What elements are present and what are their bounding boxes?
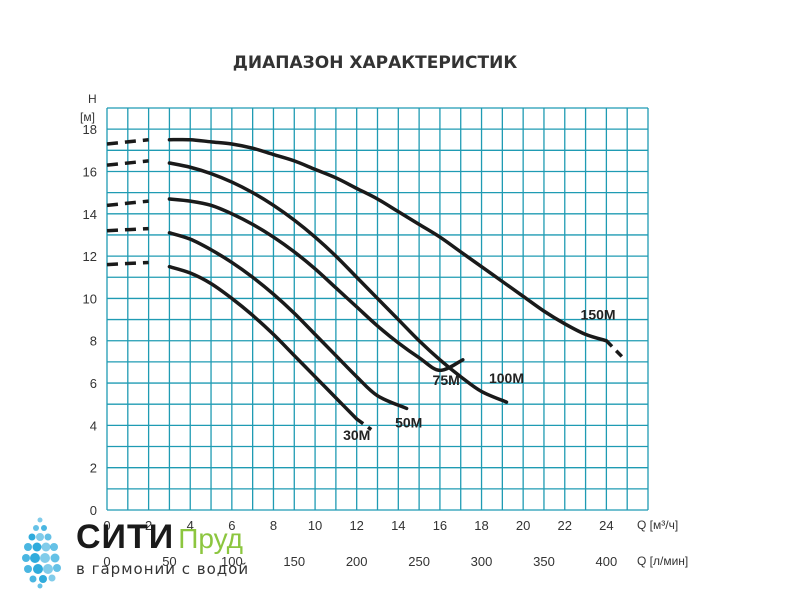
curve-30m xyxy=(167,264,359,421)
water-droplet-icon xyxy=(22,517,61,589)
y-tick-label: 10 xyxy=(83,291,97,306)
x-tick-label: 24 xyxy=(599,518,613,533)
x-tick-label: 14 xyxy=(391,518,405,533)
x2-tick-label: 150 xyxy=(283,554,305,569)
curve-75m xyxy=(167,197,465,373)
curve-75m-dashed-start xyxy=(106,199,149,208)
x-axis-label: Q [м³/ч] xyxy=(637,518,678,532)
y-tick-label: 16 xyxy=(83,164,97,179)
curve-100m xyxy=(167,161,509,404)
y-tick-label: 12 xyxy=(83,249,97,264)
x2-tick-label: 300 xyxy=(471,554,493,569)
x-tick-label: 4 xyxy=(187,518,194,533)
x2-tick-labels: 0 50 100 150 200 250 300 350 400 xyxy=(103,554,617,569)
y-tick-label: 4 xyxy=(90,418,97,433)
x-tick-label: 20 xyxy=(516,518,530,533)
curve-30m-dashed-start xyxy=(106,260,149,267)
x-tick-label: 12 xyxy=(349,518,363,533)
x-tick-label: 10 xyxy=(308,518,322,533)
curve-50m xyxy=(167,231,409,411)
curve-label: 75M xyxy=(433,372,460,388)
x2-tick-label: 200 xyxy=(346,554,368,569)
curve-label: 150M xyxy=(581,307,616,323)
curve-100m-dashed-start xyxy=(106,159,149,167)
x-tick-label: 6 xyxy=(228,518,235,533)
pump-curves xyxy=(106,137,625,432)
y-tick-label: 2 xyxy=(90,461,97,476)
curve-labels: 30M 50M 75M 100M 150M xyxy=(343,307,616,444)
x2-tick-label: 100 xyxy=(221,554,243,569)
x-tick-label: 8 xyxy=(270,518,277,533)
x-tick-label: 0 xyxy=(103,518,110,533)
y-axis-label-line1: H xyxy=(88,92,97,106)
y-tick-label: 6 xyxy=(90,376,97,391)
y-tick-labels: 0 2 4 6 8 10 12 14 16 18 xyxy=(83,122,97,518)
x-tick-labels: 0 2 4 6 8 10 12 14 16 18 20 22 24 xyxy=(103,518,613,533)
x2-axis-label: Q [л/мин] xyxy=(637,554,688,568)
x-tick-label: 22 xyxy=(558,518,572,533)
brand-name-accent: Пруд xyxy=(178,523,243,554)
chart-title: ДИАПАЗОН ХАРАКТЕРИСТИК xyxy=(233,53,518,73)
x2-tick-label: 50 xyxy=(162,554,176,569)
brand-name: СИТИ Пруд xyxy=(76,518,243,557)
y-tick-label: 18 xyxy=(83,122,97,137)
curve-label: 30M xyxy=(343,427,370,443)
y-tick-label: 14 xyxy=(83,207,97,222)
brand-slogan: в гармонии с водой xyxy=(76,560,250,578)
curve-150m xyxy=(167,137,609,343)
x-tick-label: 16 xyxy=(433,518,447,533)
curve-150m-dashed-end xyxy=(605,339,625,359)
x2-tick-label: 0 xyxy=(103,554,110,569)
y-tick-label: 8 xyxy=(90,334,97,349)
x2-tick-label: 350 xyxy=(533,554,555,569)
chart-grid xyxy=(106,107,649,511)
x-tick-label: 18 xyxy=(474,518,488,533)
curve-label: 100M xyxy=(489,370,524,386)
x-tick-label: 2 xyxy=(145,518,152,533)
x2-tick-label: 250 xyxy=(408,554,430,569)
x2-tick-label: 400 xyxy=(596,554,618,569)
curve-50m-dashed-start xyxy=(106,226,149,233)
curve-30m-dashed-end xyxy=(355,417,373,432)
curve-label: 50M xyxy=(395,414,422,430)
brand-name-main: СИТИ xyxy=(76,518,175,556)
y-axis-label-line2: [м] xyxy=(80,110,95,124)
y-tick-label: 0 xyxy=(90,503,97,518)
curve-150m-dashed-start xyxy=(106,137,149,146)
